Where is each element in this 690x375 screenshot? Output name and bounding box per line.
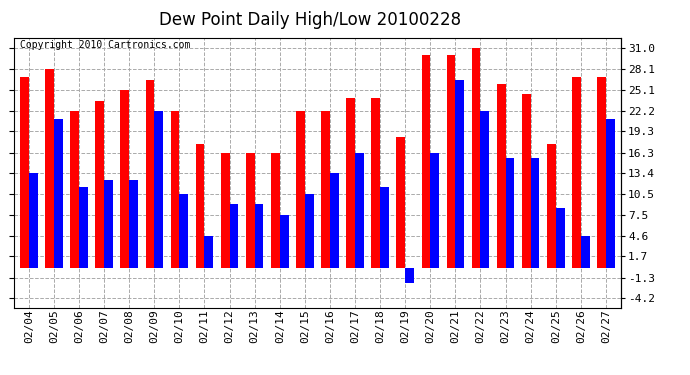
Bar [555, 208, 564, 268]
Bar [95, 102, 104, 268]
Bar [346, 98, 355, 268]
Bar [431, 153, 439, 268]
Bar [246, 153, 255, 268]
Bar [405, 268, 414, 283]
Bar [380, 187, 389, 268]
Bar [45, 69, 54, 268]
Text: Copyright 2010 Cartronics.com: Copyright 2010 Cartronics.com [20, 40, 190, 50]
Bar [204, 236, 213, 268]
Bar [79, 187, 88, 268]
Bar [581, 236, 590, 268]
Bar [54, 119, 63, 268]
Bar [104, 180, 113, 268]
Bar [455, 80, 464, 268]
Bar [522, 94, 531, 268]
Bar [121, 90, 129, 268]
Bar [472, 48, 480, 268]
Bar [179, 194, 188, 268]
Bar [547, 144, 555, 268]
Bar [221, 153, 230, 268]
Bar [29, 173, 38, 268]
Bar [70, 111, 79, 268]
Bar [196, 144, 204, 268]
Bar [20, 76, 29, 268]
Bar [305, 194, 314, 268]
Bar [480, 111, 489, 268]
Bar [606, 119, 615, 268]
Bar [446, 55, 455, 268]
Text: Dew Point Daily High/Low 20100228: Dew Point Daily High/Low 20100228 [159, 11, 462, 29]
Bar [506, 158, 514, 268]
Bar [271, 153, 279, 268]
Bar [255, 204, 264, 268]
Bar [129, 180, 138, 268]
Bar [146, 80, 155, 268]
Bar [371, 98, 380, 268]
Bar [422, 55, 431, 268]
Bar [230, 204, 238, 268]
Bar [531, 158, 540, 268]
Bar [330, 173, 339, 268]
Bar [355, 153, 364, 268]
Bar [170, 111, 179, 268]
Bar [397, 137, 405, 268]
Bar [321, 111, 330, 268]
Bar [279, 215, 288, 268]
Bar [497, 84, 506, 268]
Bar [572, 76, 581, 268]
Bar [597, 76, 606, 268]
Bar [155, 111, 163, 268]
Bar [296, 111, 305, 268]
